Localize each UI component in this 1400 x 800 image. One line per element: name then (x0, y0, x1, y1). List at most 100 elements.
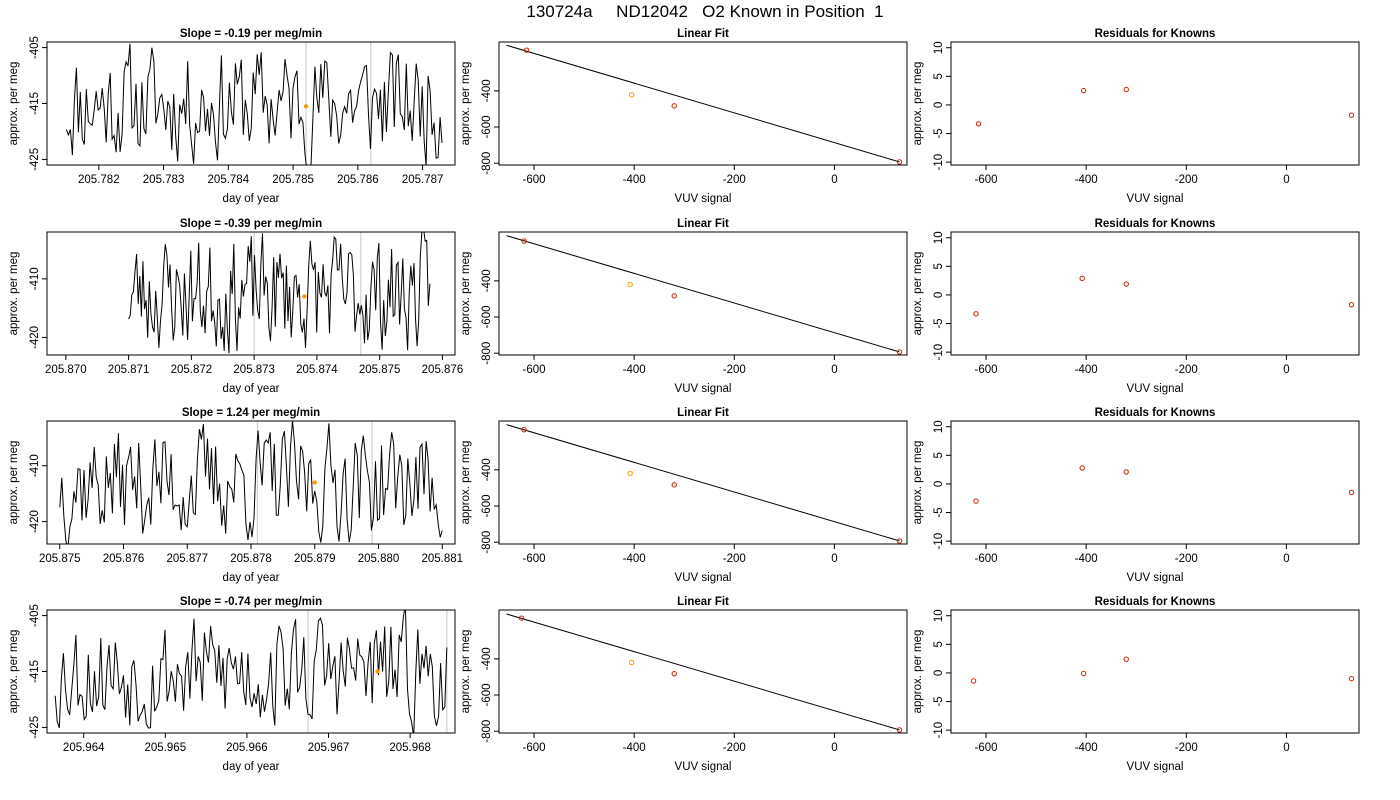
data-point (1123, 281, 1129, 287)
y-axis-label: approx. per meg (8, 252, 20, 336)
data-point (896, 538, 903, 544)
data-point (1080, 87, 1087, 94)
x-tick-label: -400 (623, 742, 646, 754)
x-axis-label: day of year (223, 383, 280, 395)
y-tick-label: -415 (29, 92, 41, 115)
plot-area (506, 44, 903, 165)
x-tick-label: -600 (523, 174, 546, 186)
y-axis-label: approx. per meg (8, 62, 20, 146)
y-tick-label: 10 (933, 41, 945, 54)
x-axis-label: day of year (223, 572, 280, 584)
y-tick-label: -800 (481, 531, 493, 554)
data-point (1080, 670, 1087, 677)
y-axis-label: approx. per meg (460, 630, 472, 714)
fit-line (506, 424, 900, 542)
panel-title: Linear Fit (677, 28, 729, 40)
y-tick-label: -5 (933, 318, 945, 328)
figure-title: 130724a ND12042 O2 Known in Position 1 (526, 2, 883, 21)
fit-line (506, 235, 900, 353)
plot-frame (498, 609, 908, 734)
data-point (627, 470, 633, 477)
x-axis-label: VUV signal (675, 572, 732, 584)
x-tick-label: 205.871 (108, 364, 150, 376)
data-point (896, 727, 903, 733)
data-point (975, 121, 982, 127)
data-point (1348, 489, 1355, 496)
fit-line (506, 44, 900, 163)
data-point (973, 311, 979, 317)
x-tick-label: -400 (623, 364, 646, 376)
x-tick-label: -400 (623, 174, 646, 186)
panel-title: Slope = -0.19 per meg/min (180, 28, 322, 40)
plot-frame (950, 41, 1360, 166)
y-tick-label: -600 (481, 115, 493, 138)
plot-frame (498, 231, 908, 356)
y-tick-label: 10 (933, 231, 945, 244)
x-tick-label: 205.785 (272, 174, 314, 186)
plot-frame (498, 41, 908, 166)
panel-title: Slope = 1.24 per meg/min (182, 407, 320, 419)
data-point (627, 281, 633, 288)
fit-line (506, 613, 900, 731)
y-tick-label: -10 (933, 533, 945, 550)
y-tick-label: 0 (933, 102, 945, 108)
chart-panel-9: Residuals for Knowns -600 -400 -200 0 10 5 0 -5 -… (912, 407, 1360, 584)
y-tick-label: -600 (481, 683, 493, 706)
y-axis-label: approx. per meg (8, 441, 20, 525)
x-tick-label: 205.876 (422, 364, 464, 376)
chart-panel-2: Linear Fit -600 -400 -200 0 -400 -600 -800 VUV s… (460, 28, 908, 205)
x-tick-label: 0 (831, 174, 837, 186)
panel-title: Slope = -0.74 per meg/min (180, 596, 322, 608)
x-tick-label: -600 (523, 553, 546, 565)
plot-area (975, 86, 1355, 127)
y-tick-label: -420 (29, 510, 41, 533)
plot-frame (498, 420, 908, 545)
x-tick-label: -600 (523, 742, 546, 754)
x-tick-label: 205.875 (359, 364, 401, 376)
y-axis-label: approx. per meg (912, 62, 924, 146)
chart-panel-10: Slope = -0.74 per meg/min 205.964 205.965 2… (8, 596, 456, 773)
x-axis-label: VUV signal (1127, 572, 1184, 584)
y-tick-label: -5 (933, 128, 945, 138)
y-tick-label: -405 (29, 604, 41, 627)
data-point (1123, 469, 1129, 475)
signal-trace (54, 610, 448, 733)
y-tick-label: -800 (481, 152, 493, 175)
panel-title: Residuals for Knowns (1095, 28, 1216, 40)
x-axis-label: VUV signal (675, 193, 732, 205)
chart-panel-5: Linear Fit -600 -400 -200 0 -400 -600 -800 VUV s… (460, 218, 908, 395)
plot-area (65, 42, 443, 165)
y-tick-label: -800 (481, 342, 493, 365)
y-tick-label: 10 (933, 609, 945, 622)
x-tick-label: -200 (723, 364, 746, 376)
plot-frame (46, 609, 456, 734)
plot-area (54, 610, 448, 733)
panel-title: Linear Fit (677, 218, 729, 230)
y-axis-label: approx. per meg (460, 62, 472, 146)
plot-area (59, 421, 443, 544)
y-tick-label: 5 (933, 641, 945, 647)
plot-area (128, 232, 431, 355)
signal-trace (65, 43, 443, 165)
x-axis-label: day of year (223, 761, 280, 773)
panel-title: Residuals for Knowns (1095, 596, 1216, 608)
x-tick-label: -400 (1075, 553, 1098, 565)
data-point (1123, 86, 1129, 93)
x-tick-label: 205.876 (103, 553, 145, 565)
highlight-point (375, 669, 380, 674)
x-tick-label: 0 (831, 364, 837, 376)
x-tick-label: 205.967 (308, 742, 350, 754)
panels-grid: Slope = -0.19 per meg/min 205.782 205.783 2… (8, 28, 1360, 773)
y-tick-label: 0 (933, 670, 945, 676)
chart-panel-1: Slope = -0.19 per meg/min 205.782 205.783 2… (8, 28, 456, 205)
x-axis-label: VUV signal (1127, 383, 1184, 395)
x-axis-label: VUV signal (675, 761, 732, 773)
x-tick-label: 205.966 (226, 742, 268, 754)
data-point (1123, 656, 1129, 662)
plot-frame (950, 420, 1360, 545)
data-point (1348, 675, 1355, 682)
plot-area (970, 656, 1355, 684)
x-tick-label: 205.964 (63, 742, 105, 754)
data-point (518, 615, 525, 621)
data-point (521, 426, 527, 433)
